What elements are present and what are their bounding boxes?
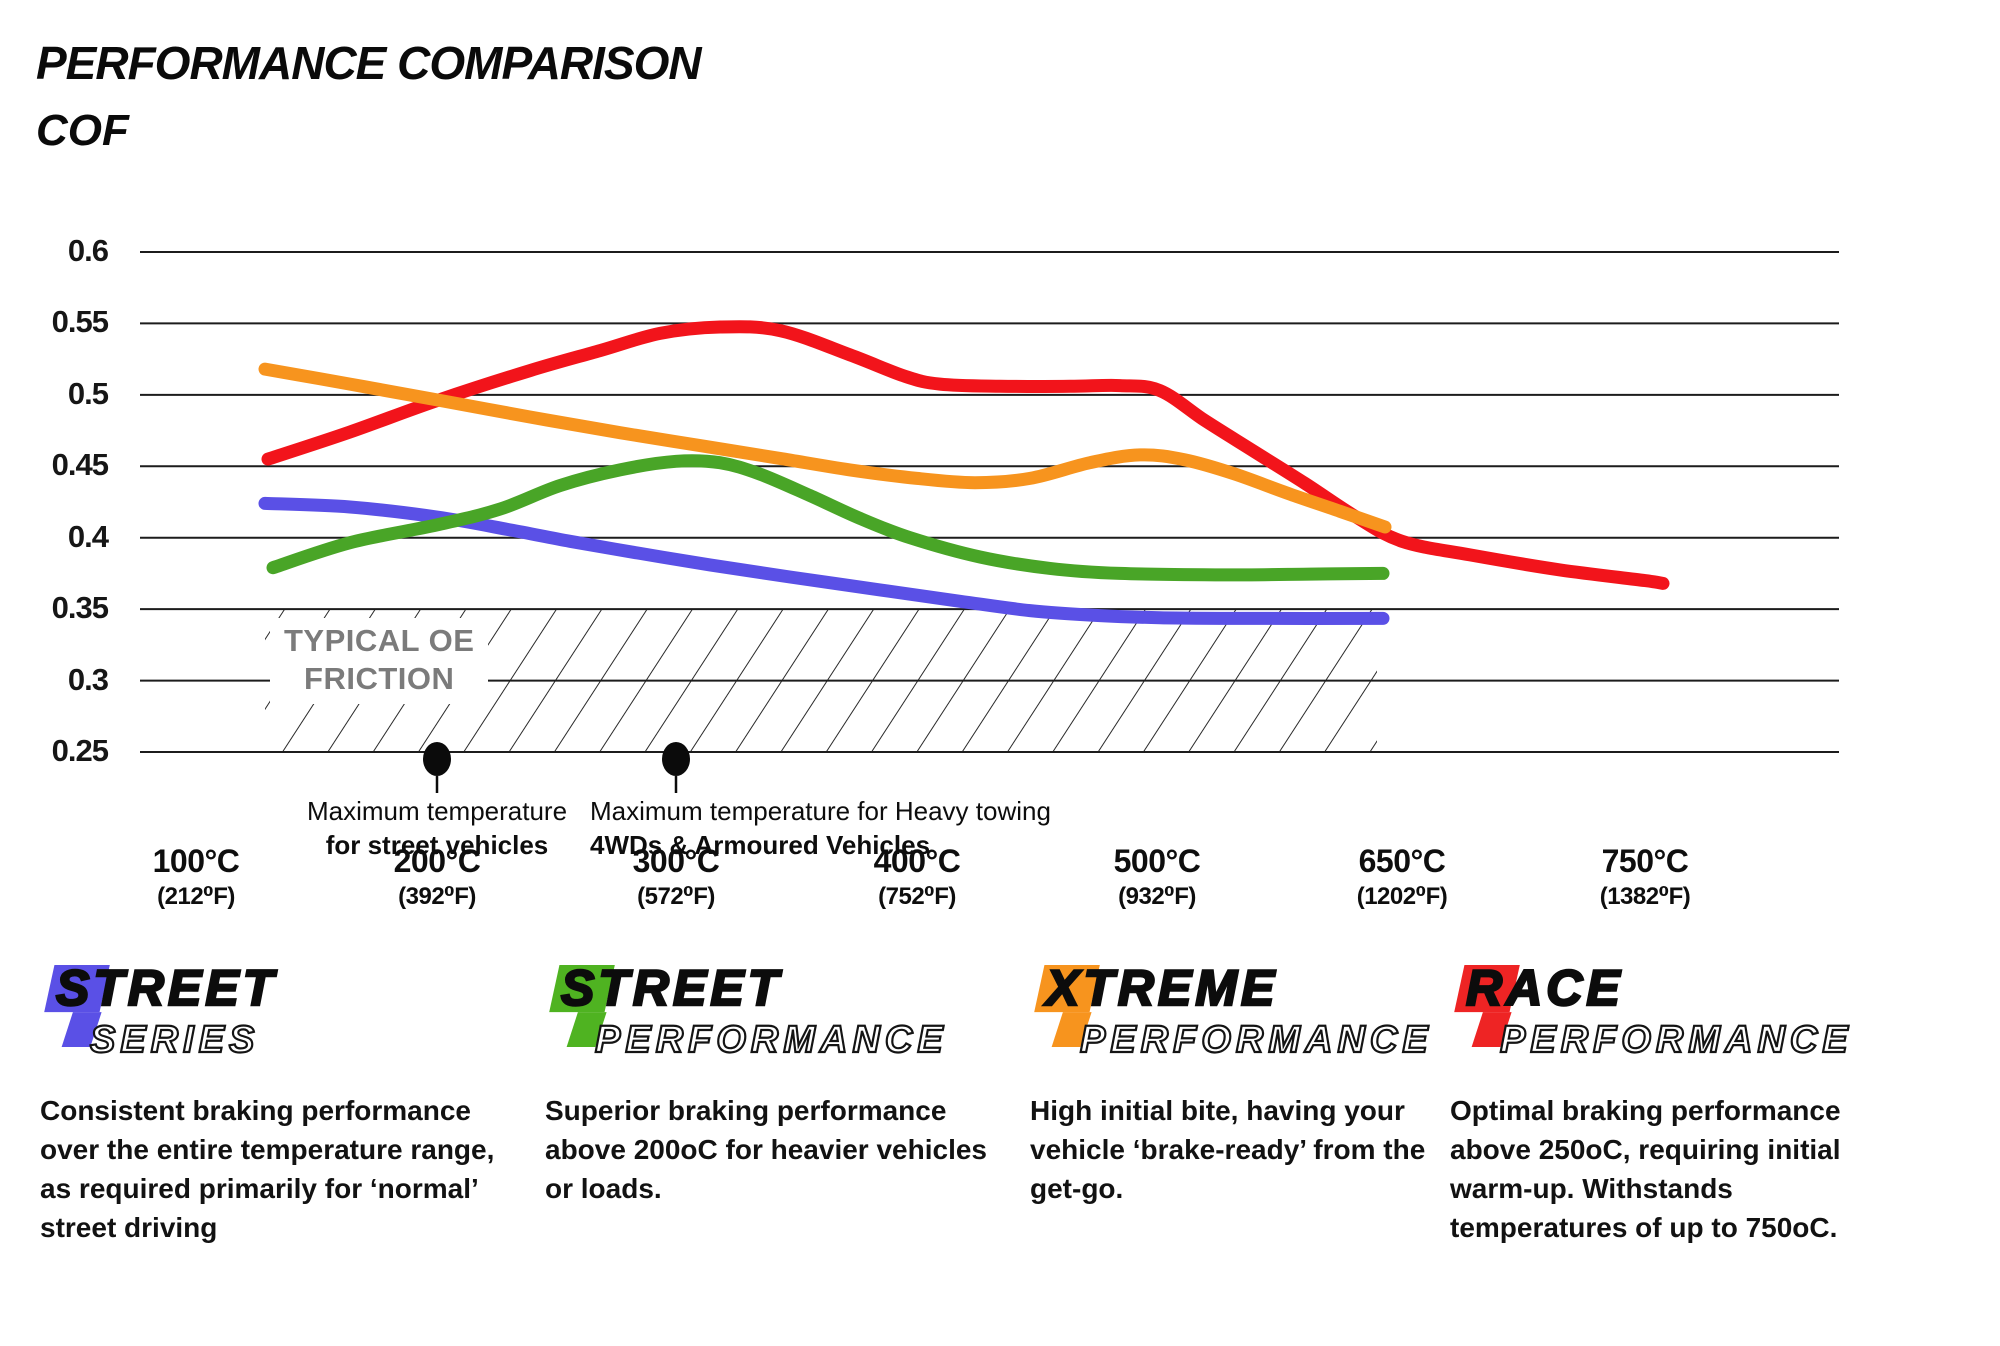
y-tick-label-0.5: 0.5 <box>67 375 109 411</box>
xtreme-performance-logo: XTREME PERFORMANCE <box>1030 959 1440 1091</box>
x-tick-celsius: 300°C <box>632 843 720 879</box>
y-tick-label-0.55: 0.55 <box>51 304 109 340</box>
marker-dot-0 <box>423 742 451 776</box>
x-tick-fahrenheit: (1382⁰F) <box>1599 883 1691 910</box>
four-glyph-icon <box>1034 965 1100 1047</box>
x-tick-celsius: 750°C <box>1601 843 1689 879</box>
x-tick-300°C: 300°C (572⁰F) <box>566 843 786 911</box>
series-lines <box>258 320 1670 625</box>
x-tick-fahrenheit: (212⁰F) <box>157 883 235 910</box>
oe-label-line1: TYPICAL OE <box>284 623 475 658</box>
logo-word2: PERFORMANCE <box>1499 1018 1853 1062</box>
annotation-1: Maximum temperature for Heavy towing 4WDs… <box>590 796 1170 861</box>
x-tick-fahrenheit: (932⁰F) <box>1118 883 1196 910</box>
street-performance-logo: STREET PERFORMANCE <box>545 959 1015 1091</box>
x-tick-650°C: 650°C (1202⁰F) <box>1292 843 1512 911</box>
x-tick-celsius: 100°C <box>152 843 240 879</box>
annotation-line2: 4WDs & Armoured Vehicles <box>590 830 931 860</box>
y-tick-label-0.6: 0.6 <box>67 233 109 268</box>
y-tick-label-0.4: 0.4 <box>67 518 109 554</box>
logo-word1: STREET <box>55 959 278 1018</box>
x-tick-celsius: 200°C <box>393 843 481 879</box>
series-line-street-performance <box>266 454 1390 582</box>
legend-item-street-series: STREET SERIES Consistent braking perform… <box>40 959 510 1243</box>
y-tick-label-0.45: 0.45 <box>51 447 109 483</box>
legend-description: Consistent braking performance over the … <box>40 1095 495 1243</box>
annotation-line2: for street vehicles <box>325 830 549 860</box>
series-line-race-performance <box>261 320 1670 590</box>
legend-item-race-performance: RACE PERFORMANCE Optimal braking perform… <box>1450 959 1910 1243</box>
x-tick-500°C: 500°C (932⁰F) <box>1047 843 1267 911</box>
x-tick-fahrenheit: (392⁰F) <box>398 883 476 910</box>
logo-word1: STREET <box>560 959 783 1018</box>
annotation-0: Maximum temperature for street vehicles <box>207 796 667 861</box>
x-tick-200°C: 200°C (392⁰F) <box>327 843 547 911</box>
y-tick-label-0.25: 0.25 <box>51 733 109 768</box>
x-tick-750°C: 750°C (1382⁰F) <box>1535 843 1755 911</box>
annotation-line1: Maximum temperature for Heavy towing <box>590 796 1051 826</box>
legend-description: High initial bite, having your vehicle ‘… <box>1030 1095 1426 1204</box>
logo-word2: PERFORMANCE <box>1079 1018 1433 1062</box>
x-tick-100°C: 100°C (212⁰F) <box>86 843 306 911</box>
temperature-markers <box>423 742 690 793</box>
series-line-xtreme-performance <box>258 362 1392 534</box>
x-tick-celsius: 650°C <box>1358 843 1446 879</box>
x-tick-celsius: 500°C <box>1113 843 1201 879</box>
oe-label-line2: FRICTION <box>304 661 455 696</box>
legend-item-xtreme-performance: XTREME PERFORMANCE High initial bite, ha… <box>1030 959 1440 1204</box>
x-tick-400°C: 400°C (752⁰F) <box>807 843 1027 911</box>
annotation-line1: Maximum temperature <box>306 796 568 826</box>
legend-description: Optimal braking performance above 250oC,… <box>1450 1095 1841 1243</box>
logo-word1: XTREME <box>1045 959 1279 1018</box>
legend-description: Superior braking performance above 200oC… <box>545 1095 987 1204</box>
logo-word2: PERFORMANCE <box>594 1018 948 1062</box>
street-series-logo: STREET SERIES <box>40 959 510 1091</box>
four-glyph-icon <box>1454 965 1520 1047</box>
marker-dot-1 <box>662 742 690 776</box>
x-tick-fahrenheit: (1202⁰F) <box>1356 883 1448 910</box>
x-tick-celsius: 400°C <box>873 843 961 879</box>
four-glyph-icon <box>44 965 110 1047</box>
logo-word2: SERIES <box>89 1018 260 1062</box>
logo-word1: RACE <box>1465 959 1624 1018</box>
x-tick-fahrenheit: (572⁰F) <box>637 883 715 910</box>
race-performance-logo: RACE PERFORMANCE <box>1450 959 1910 1091</box>
legend-item-street-performance: STREET PERFORMANCE Superior braking perf… <box>545 959 1015 1204</box>
page-title: PERFORMANCE COMPARISON <box>36 37 702 89</box>
y-tick-label-0.3: 0.3 <box>67 661 109 697</box>
x-tick-fahrenheit: (752⁰F) <box>878 883 956 910</box>
typical-oe-friction-label: TYPICAL OE FRICTION <box>270 618 489 704</box>
y-axis-title: COF <box>36 106 129 155</box>
four-glyph-icon <box>549 965 615 1047</box>
y-tick-label-0.35: 0.35 <box>51 590 109 626</box>
